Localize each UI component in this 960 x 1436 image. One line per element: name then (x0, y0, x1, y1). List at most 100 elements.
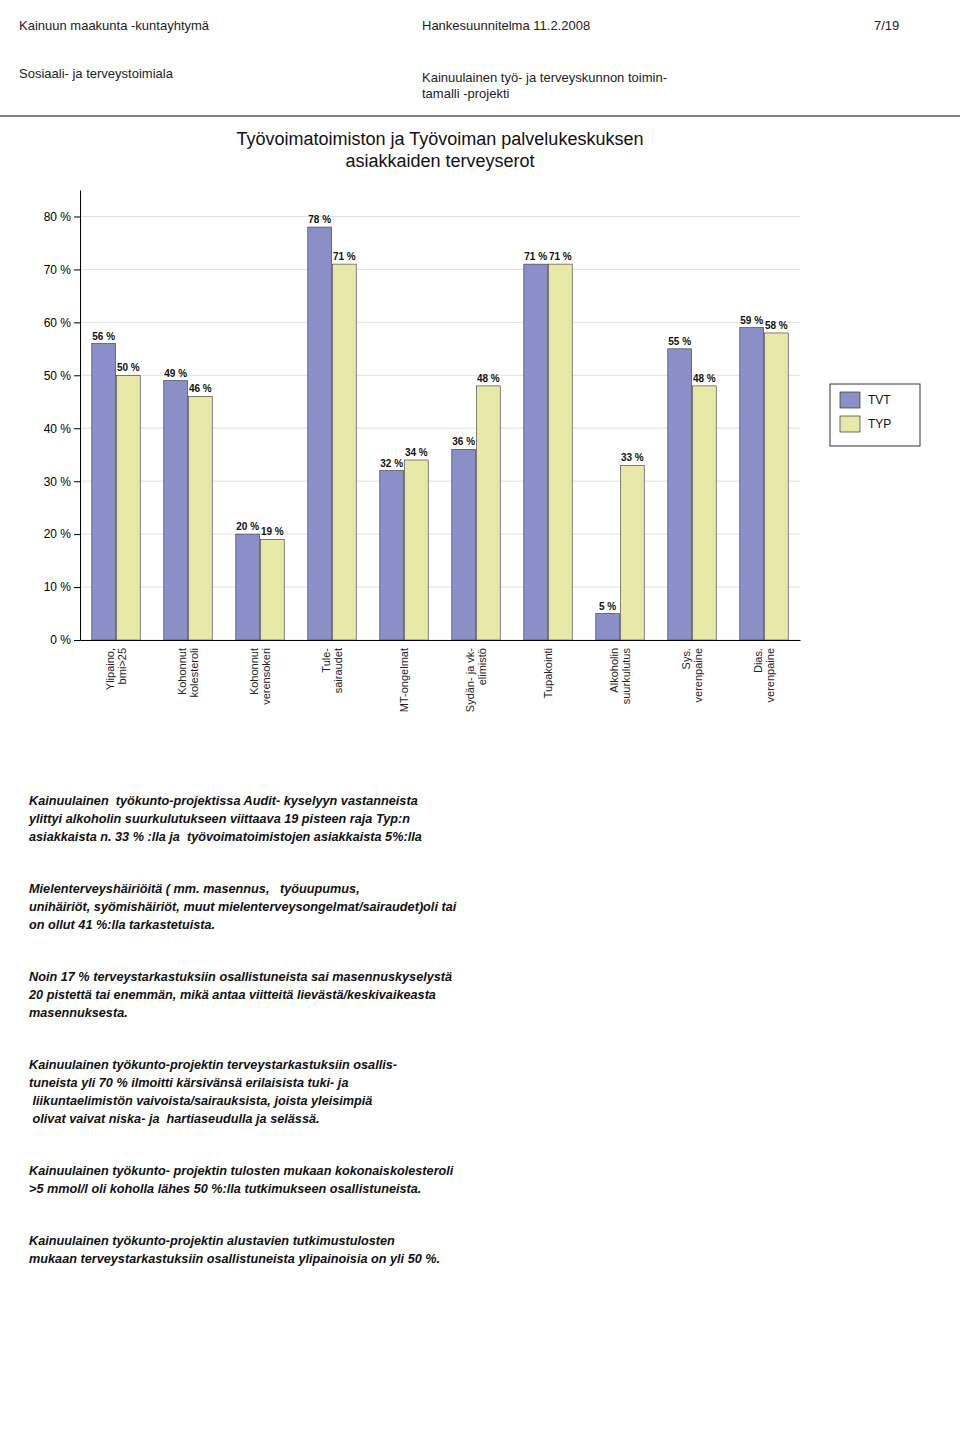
bar-series (92, 227, 764, 640)
header-text: Hankesuunnitelma 11.2.2008 (422, 18, 590, 33)
y-tick: 60 % (44, 316, 80, 330)
bar (92, 344, 116, 640)
x-tick: Kohonnutkolesteroli (176, 640, 201, 698)
x-tick-label: Sys.verenpaine (680, 648, 705, 702)
grid-line (80, 587, 800, 588)
title: Työvoimatoimiston ja Työvoiman palveluke… (237, 129, 644, 171)
x-tick: Ylipaino,bmi>25 (104, 640, 129, 690)
grid-line (80, 640, 800, 641)
y-tick-mark (74, 375, 80, 376)
x-tick-label: Alkoholinsuurkulutus (608, 648, 633, 705)
bar (260, 539, 284, 640)
data-label: 71 % (333, 251, 356, 262)
x-axis: Ylipaino,bmi>25 Kohonnutkolesteroli Kohonn… (81, 640, 801, 712)
x-tick: Alkoholinsuurkulutus (608, 640, 633, 704)
y-tick-mark (74, 534, 80, 535)
bar (404, 460, 428, 640)
bar (692, 386, 716, 640)
data-label: 19 % (261, 526, 284, 537)
data-label: 55 % (668, 336, 691, 347)
header-text: 7/19 (874, 18, 899, 33)
data-label: 32 % (380, 458, 403, 469)
y-tick: 70 % (44, 263, 80, 277)
body-text: Kainuulainen työkunto-projektin terveyst… (29, 1058, 397, 1126)
bars (92, 227, 788, 640)
y-tick: 30 % (44, 475, 80, 489)
y-tick-label: 0 % (50, 633, 71, 647)
x-tick-label: Ylipaino,bmi>25 (104, 648, 129, 690)
y-tick-label: 60 % (44, 316, 72, 330)
x-tick: Tupakointi (542, 640, 554, 698)
header-text: Sosiaali- ja terveystoimiala (19, 66, 174, 81)
y-tick-label: 50 % (44, 369, 72, 383)
body-text: Kainuulainen työkunto-projektissa Audit-… (28, 794, 422, 844)
body-text: Mielenterveyshäiriöitä ( mm. masennus, t… (29, 882, 457, 932)
data-label: 5 % (599, 601, 616, 612)
y-tick: 20 % (44, 527, 80, 541)
x-tick-label: Dias.verenpaine (752, 648, 777, 702)
body-text: Kainuulainen työkunto- projektin tuloste… (29, 1164, 454, 1196)
x-tick: Dias.verenpaine (752, 640, 777, 702)
x-tick: MT-ongelmat (398, 640, 410, 712)
legend-swatch (840, 392, 860, 408)
data-label: 58 % (765, 320, 788, 331)
bar (164, 381, 188, 640)
grid-line (80, 428, 800, 429)
bar (476, 386, 500, 640)
data-label: 36 % (452, 436, 475, 447)
legend-swatch (840, 416, 860, 432)
bar (668, 349, 692, 640)
data-label: 20 % (236, 521, 259, 532)
data-label: 49 % (164, 368, 187, 379)
bar (188, 396, 212, 640)
y-tick-mark (74, 640, 80, 641)
bar (452, 449, 476, 640)
legend-label: TVT (868, 393, 891, 407)
body-text: Noin 17 % terveystarkastuksiin osallistu… (28, 970, 452, 1020)
bar (548, 264, 572, 640)
y-tick-mark (74, 481, 80, 482)
y-tick-mark (74, 269, 80, 270)
grid (80, 216, 800, 640)
legend-item: TVT (840, 392, 891, 408)
chart: Kainuun maakunta -kuntayhtymä Sosiaali- j… (0, 0, 960, 1436)
grid-line (80, 481, 800, 482)
legend-label: TYP (868, 417, 891, 431)
legend-item: TYP (840, 416, 891, 432)
x-tick: Kohonnutverensokeri (248, 640, 273, 705)
y-axis-line (80, 191, 81, 641)
y-tick-mark (74, 587, 80, 588)
bar (524, 264, 548, 640)
y-tick: 80 % (44, 210, 80, 224)
legend: TVT TYP (830, 384, 920, 446)
y-tick-label: 30 % (44, 475, 72, 489)
x-tick-label: Tupakointi (542, 648, 554, 698)
data-label: 34 % (405, 447, 428, 458)
bar (332, 264, 356, 640)
x-tick-label: Tule-sairaudet (320, 648, 345, 694)
data-label: 71 % (524, 251, 547, 262)
y-tick-mark (74, 322, 80, 323)
data-label: 78 % (308, 214, 331, 225)
data-label: 48 % (477, 373, 500, 384)
grid-line (80, 322, 800, 323)
data-label: 46 % (189, 383, 212, 394)
x-tick-label: Sydän- ja vk-elimistö (464, 648, 489, 713)
y-axis: 0 %10 %20 %30 %40 %50 %60 %70 %80 % (44, 191, 81, 648)
y-tick-label: 80 % (44, 210, 72, 224)
y-tick-mark (74, 216, 80, 217)
y-tick-label: 70 % (44, 263, 72, 277)
y-tick-mark (74, 428, 80, 429)
x-axis-line (81, 640, 801, 641)
bar (740, 328, 764, 640)
grid-line (80, 216, 800, 217)
data-label: 56 % (92, 331, 115, 342)
x-tick-label: Kohonnutkolesteroli (176, 648, 201, 698)
header-text: Kainuun maakunta -kuntayhtymä (19, 18, 210, 33)
y-tick: 0 % (50, 633, 80, 647)
x-tick-label: MT-ongelmat (398, 648, 410, 712)
y-tick-label: 40 % (44, 422, 72, 436)
bar-series (116, 264, 788, 640)
y-tick-label: 20 % (44, 527, 72, 541)
header-separator (0, 116, 960, 117)
